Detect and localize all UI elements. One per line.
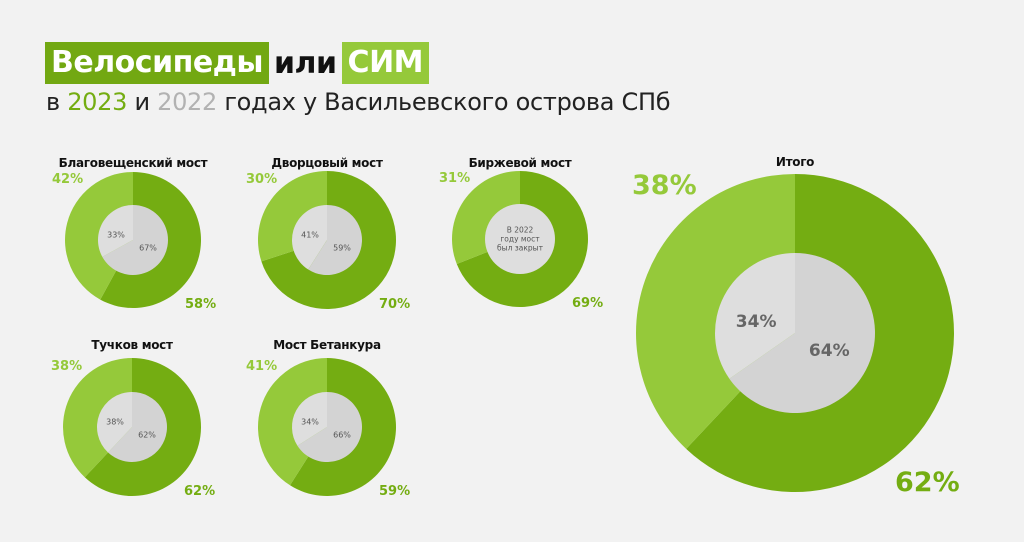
label-sim-2023: 31%	[439, 171, 471, 186]
label-sim-2022: 41%	[301, 230, 319, 240]
label-sim-2023: 41%	[246, 359, 278, 374]
page-title: Велосипеды или СИМ	[45, 42, 430, 84]
chart-title: Биржевой мост	[468, 156, 572, 170]
subtitle-prefix: в	[46, 88, 60, 116]
label-sim-2023: 42%	[52, 172, 84, 187]
chart-title: Благовещенский мост	[58, 156, 208, 170]
label-bikes-2023: 70%	[379, 297, 411, 312]
label-sim-2022: 33%	[107, 230, 125, 240]
subtitle-year-2022: 2022	[157, 88, 217, 116]
chart-title: Тучков мост	[91, 338, 173, 352]
title-sim: СИМ	[341, 42, 430, 84]
chart-title: Дворцовый мост	[271, 156, 383, 170]
label-bikes-2022: 62%	[138, 430, 156, 440]
label-bikes-2023: 69%	[572, 296, 604, 311]
page-subtitle: в 2023 и 2022 годах у Васильевского остр…	[46, 88, 671, 116]
chart-title: Итого	[775, 155, 815, 169]
slice-sim-2023	[63, 358, 132, 478]
slice-bikes-2022	[102, 204, 168, 275]
slice-bikes-2022	[308, 205, 362, 275]
slice-sim-2022	[715, 253, 795, 379]
label-sim-2023: 30%	[246, 172, 278, 187]
label-bikes-2022: 59%	[333, 243, 351, 253]
subtitle-year-2023: 2023	[67, 88, 128, 116]
title-bikes: Велосипеды	[45, 42, 270, 84]
subtitle-and: и	[134, 88, 150, 116]
label-bikes-2023: 62%	[184, 484, 216, 499]
slice-sim-2022	[292, 392, 327, 446]
slice-bikes-2022	[108, 392, 167, 462]
chart-title: Мост Бетанкура	[273, 338, 381, 352]
label-sim-2022: 34%	[735, 311, 777, 332]
bridge-closed-note: В 2022 году мост был закрыт	[497, 225, 543, 253]
label-bikes-2022: 67%	[139, 243, 157, 253]
closed-center	[485, 204, 555, 274]
label-sim-2022: 34%	[301, 417, 319, 427]
slice-sim-2023	[635, 174, 795, 449]
label-sim-2022: 38%	[106, 417, 124, 427]
label-bikes-2022: 66%	[333, 430, 351, 440]
subtitle-suffix: годах у Васильевского острова СПб	[224, 88, 671, 116]
label-bikes-2022: 64%	[808, 341, 850, 362]
slice-bikes-2022	[729, 253, 875, 414]
label-sim-2023: 38%	[51, 359, 83, 374]
slice-sim-2022	[96, 392, 132, 453]
label-bikes-2023: 62%	[895, 467, 960, 498]
slice-bikes-2022	[297, 392, 362, 462]
label-sim-2023: 38%	[632, 170, 697, 201]
label-bikes-2023: 58%	[185, 297, 217, 312]
slice-sim-2022	[97, 205, 133, 257]
title-or: или	[274, 45, 337, 81]
label-bikes-2023: 59%	[379, 484, 411, 499]
slice-sim-2022	[292, 205, 327, 270]
